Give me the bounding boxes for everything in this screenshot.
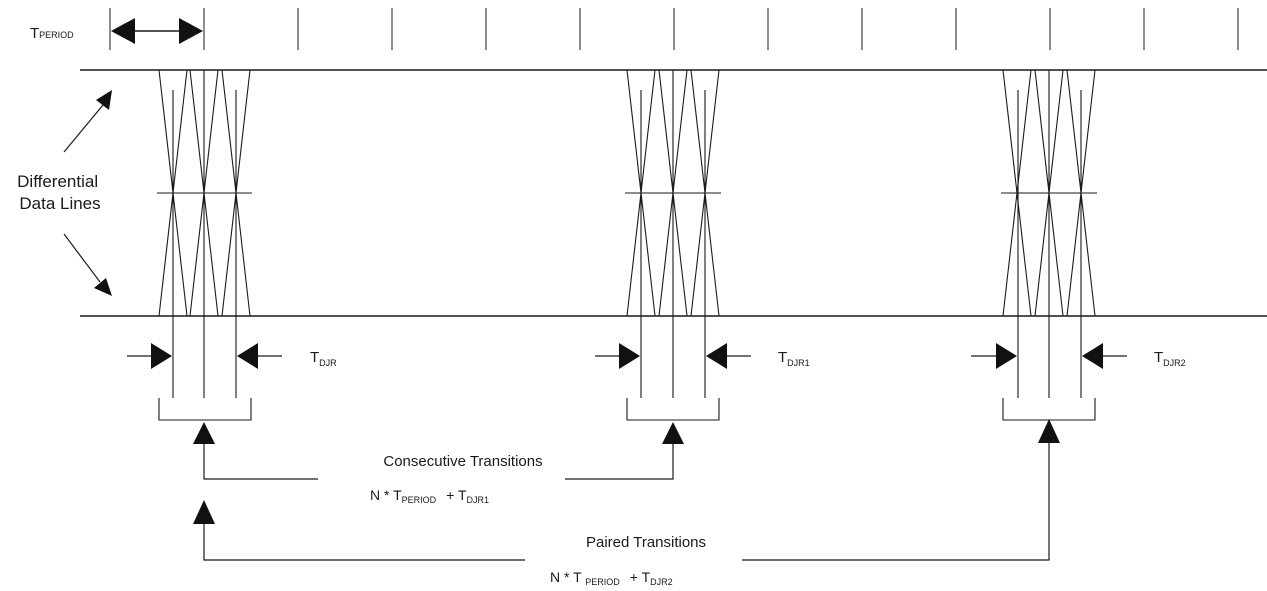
- label-pointer-arrows: [63, 90, 112, 296]
- differential-label: Differential Data Lines: [17, 172, 103, 213]
- t-djr2-label: TDJR2: [1154, 349, 1186, 368]
- paired-transitions-formula: N * T PERIOD + TDJR2: [550, 569, 673, 587]
- clock-ticks: [109, 8, 1239, 50]
- consecutive-connector: [193, 422, 684, 480]
- t-djr-label: TDJR: [310, 349, 337, 368]
- paired-transitions-title: Paired Transitions: [586, 534, 706, 551]
- period-arrow: [111, 18, 203, 44]
- t-period-label: TPERIOD: [30, 25, 74, 42]
- eye-crossing-group-2: [625, 69, 721, 421]
- djr-arrows: [127, 343, 1127, 369]
- paired-connector: [193, 419, 1060, 561]
- consecutive-transitions-title: Consecutive Transitions: [383, 453, 542, 470]
- eye-crossing-group-1: [157, 69, 252, 421]
- eye-crossing-group-3: [1001, 69, 1097, 421]
- consecutive-transitions-formula: N * TPERIOD + TDJR1: [370, 487, 489, 505]
- t-djr1-label: TDJR1: [778, 349, 810, 368]
